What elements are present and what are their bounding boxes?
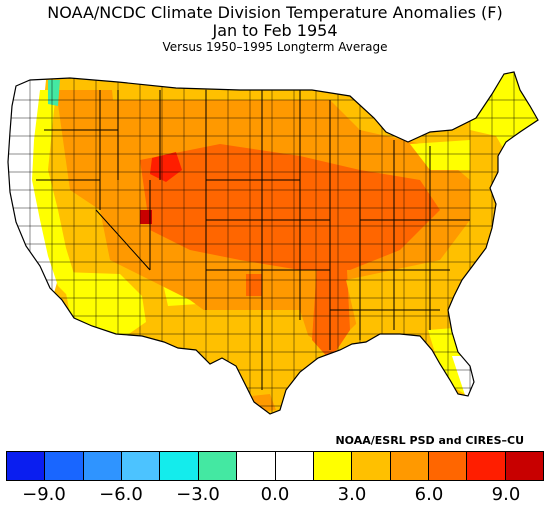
state-lines [36,90,470,390]
region-greatlakes-yellow [410,140,470,170]
legend-tick-label: −6.0 [99,484,143,505]
region-washington-teal [48,80,60,106]
region-southwest-yellow [62,272,146,336]
legend-swatch [505,452,544,480]
legend-tick-label: 3.0 [337,484,367,505]
data-source-credit: NOAA/ESRL PSD and CIRES–CU [335,434,524,447]
legend-swatch [352,452,391,480]
division-lines [8,72,538,414]
region-idaho-red [150,152,182,182]
legend-swatch [237,452,276,480]
legend-swatch [122,452,161,480]
legend-swatch [467,452,506,480]
legend-swatch [45,452,84,480]
region-westcoast-yellow [32,90,74,296]
legend-swatch [390,452,429,480]
legend-tick-label: 0.0 [260,484,290,505]
map-period: Jan to Feb 1954 [212,21,338,40]
legend-swatch [83,452,123,480]
legend-tick-label: 9.0 [491,484,521,505]
legend-tick-label: 6.0 [414,484,444,505]
legend-swatch [198,452,238,480]
legend-swatch [275,452,314,480]
legend-swatch [428,452,468,480]
region-utah-dark-red [140,210,152,224]
region-texas-light-orange [190,310,316,412]
region-new-mexico-dark-orange [246,274,262,296]
legend-swatch [7,452,46,480]
legend-swatch [160,452,199,480]
color-scale-legend [6,451,544,481]
region-mississippi-dark-orange [312,250,350,360]
legend-tick-label: −3.0 [176,484,220,505]
map-baseline: Versus 1950–1995 Longterm Average [162,40,388,54]
legend-tick-label: −9.0 [22,484,66,505]
region-core-dark-orange [140,144,440,270]
us-climate-division-map [7,71,539,415]
map-title: NOAA/NCDC Climate Division Temperature A… [47,3,503,22]
legend-swatch [313,452,353,480]
